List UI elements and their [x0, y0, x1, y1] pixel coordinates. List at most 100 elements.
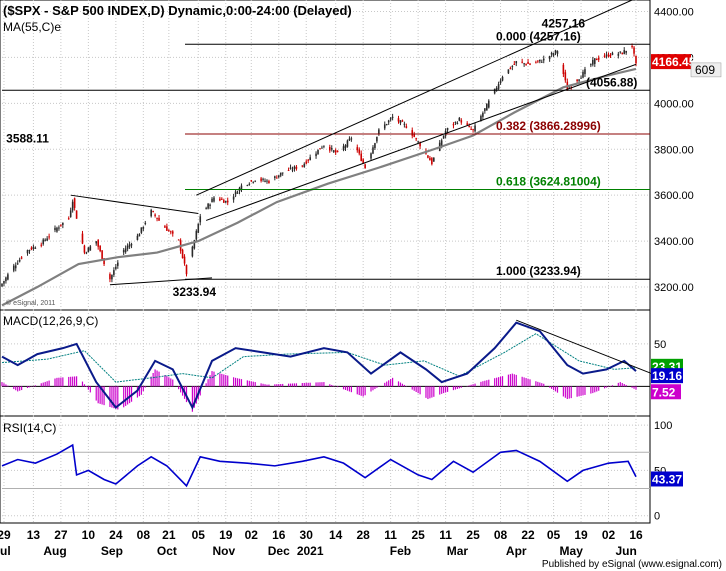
macd-signal-line — [1, 333, 637, 383]
candle-body — [18, 259, 21, 262]
candle-body — [177, 239, 180, 241]
candle-body — [99, 245, 101, 252]
candle-body — [144, 222, 147, 225]
candle-body — [403, 123, 406, 125]
candle-body — [232, 196, 235, 200]
price-trendline — [205, 63, 637, 221]
candle-body — [387, 120, 390, 123]
candle-body — [539, 59, 541, 62]
candle-body — [40, 244, 43, 246]
x-tick-label: 16 — [272, 528, 286, 542]
candle-body — [73, 198, 76, 208]
fib-level-label: 1.000 (3233.94) — [496, 264, 581, 278]
candle-body — [226, 200, 229, 203]
candle-body — [168, 230, 170, 232]
candle-body — [446, 128, 449, 131]
candle-body — [1, 283, 3, 287]
candle-body — [487, 100, 490, 108]
x-tick-label: 19 — [574, 528, 588, 542]
candle-body — [584, 69, 586, 75]
x-tick-label: 22 — [521, 528, 535, 542]
candle-body — [26, 250, 29, 254]
candle-body — [474, 125, 476, 132]
x-tick-label: 19 — [219, 528, 233, 542]
candle-body — [158, 217, 160, 221]
candle-body — [525, 63, 527, 65]
candle-body — [60, 224, 62, 226]
candle-body — [87, 247, 90, 253]
candle-body — [631, 46, 633, 48]
histogram-value-badge: 7.52 — [652, 385, 676, 399]
x-month-label: Dec — [268, 544, 290, 558]
candle-body — [154, 214, 156, 216]
candle-body — [527, 61, 529, 64]
rsi-value-badge-bg — [651, 471, 683, 487]
x-tick-label: 02 — [245, 528, 259, 542]
candle-body — [183, 256, 186, 264]
candle-body — [362, 159, 364, 164]
candle-body — [550, 52, 553, 55]
x-month-label: May — [560, 544, 584, 558]
candle-body — [126, 245, 129, 249]
candle-body — [295, 166, 298, 169]
candle-body — [336, 150, 339, 152]
price-annotation: 3588.11 — [6, 131, 49, 145]
rsi-tick-label: 0 — [654, 511, 660, 523]
candle-body — [548, 56, 551, 59]
candle-body — [193, 240, 196, 249]
x-tick-label: 30 — [300, 528, 314, 542]
candle-body — [224, 200, 227, 203]
x-tick-label: 27 — [54, 528, 68, 542]
watermark: © eSignal, 2011 — [6, 299, 56, 307]
candle-body — [419, 142, 421, 147]
x-month-label: Mar — [447, 544, 469, 558]
candle-body — [523, 63, 525, 65]
candle-body — [617, 53, 620, 56]
candle-body — [360, 153, 363, 161]
x-tick-label: 21 — [162, 528, 176, 542]
candle-body — [495, 87, 498, 91]
candle-body — [556, 51, 559, 54]
candle-body — [342, 146, 345, 151]
candle-body — [56, 227, 58, 232]
candle-body — [275, 177, 278, 179]
candle-body — [46, 238, 48, 241]
x-tick-label: 11 — [384, 528, 397, 542]
candle-body — [564, 72, 567, 81]
candle-body — [346, 140, 349, 147]
price-annotation: 4257.16 — [542, 17, 586, 31]
candle-body — [580, 77, 582, 79]
candle-body — [307, 159, 310, 161]
candle-body — [330, 148, 333, 150]
candle-body — [277, 175, 280, 178]
candle-body — [633, 47, 635, 54]
candle-body — [350, 138, 353, 140]
candle-body — [293, 166, 296, 170]
x-tick-label: 05 — [192, 528, 206, 542]
candle-body — [305, 161, 308, 164]
candle-body — [140, 227, 143, 233]
candle-body — [456, 123, 459, 125]
candle-body — [219, 198, 221, 201]
rsi-layer — [1, 443, 650, 490]
x-month-label: Jun — [616, 544, 637, 558]
candle-body — [625, 50, 627, 53]
price-trendline — [196, 0, 633, 196]
candle-body — [515, 61, 518, 64]
candle-body — [44, 239, 46, 241]
candle-body — [20, 257, 23, 259]
candle-body — [452, 124, 455, 126]
candle-body — [385, 124, 388, 126]
candle-body — [81, 233, 84, 244]
candle-body — [605, 54, 608, 56]
candle-body — [537, 60, 539, 62]
last-price-badge-bg — [651, 54, 691, 70]
candle-body — [291, 169, 294, 171]
candle-body — [254, 180, 257, 182]
candle-body — [358, 149, 361, 154]
candle-body — [142, 226, 145, 229]
candle-body — [95, 241, 98, 244]
macd-panel — [0, 309, 651, 417]
candle-body — [164, 226, 166, 228]
